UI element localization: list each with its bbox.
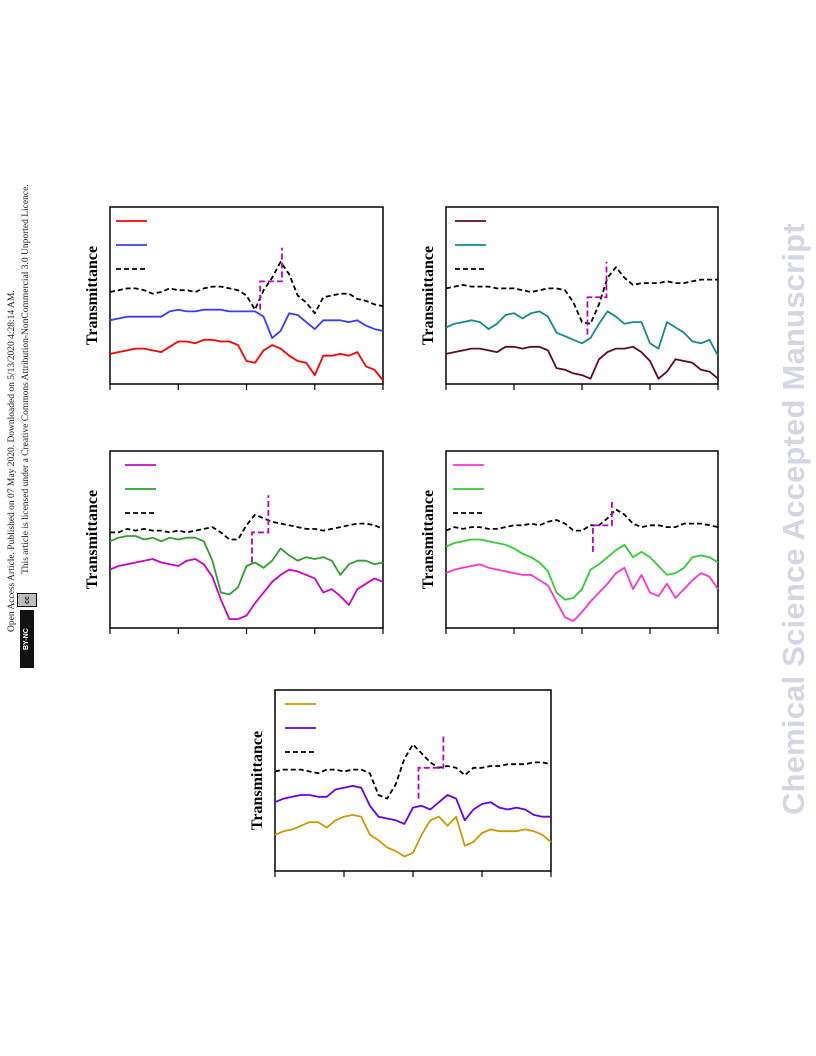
chart-panel-1: Transmittance bbox=[84, 206, 384, 390]
series-line-3 bbox=[110, 513, 384, 541]
chart-panel-4: Transmittance bbox=[420, 450, 719, 634]
band-marker bbox=[591, 498, 613, 552]
by-nc-label-box: BY-NC bbox=[20, 610, 34, 668]
plot-frame bbox=[445, 206, 719, 385]
series-line-3 bbox=[445, 508, 719, 532]
series-line-1 bbox=[109, 338, 384, 382]
plot-frame bbox=[445, 450, 719, 629]
cc-by-nc-badge[interactable]: cc BY-NC bbox=[17, 590, 37, 668]
series-line-1 bbox=[109, 558, 384, 620]
cc-logo-text: cc bbox=[23, 596, 31, 604]
plot-frame bbox=[109, 450, 384, 629]
series-line-1 bbox=[274, 814, 552, 858]
series-line-2 bbox=[109, 535, 384, 596]
open-access-notice-line2: This article is licensed under a Creativ… bbox=[21, 184, 31, 574]
series-line-3 bbox=[109, 260, 384, 315]
series-line-2 bbox=[445, 538, 719, 601]
plot-frame bbox=[274, 689, 552, 872]
manuscript-watermark: Chemical Science Accepted Manuscript bbox=[776, 223, 811, 815]
band-marker bbox=[259, 247, 283, 310]
chart-panel-2: Transmittance bbox=[420, 206, 719, 390]
y-axis-label: Transmittance bbox=[249, 731, 266, 830]
series-line-2 bbox=[274, 785, 551, 825]
y-axis-label: Transmittance bbox=[84, 246, 101, 345]
by-nc-label: BY-NC bbox=[23, 628, 30, 650]
open-access-notice-line1: Open Access Article. Published on 07 May… bbox=[7, 290, 17, 632]
chart-panel-5: Transmittance bbox=[249, 689, 552, 877]
series-line-2 bbox=[109, 308, 384, 339]
band-marker bbox=[251, 495, 270, 563]
band-marker bbox=[586, 261, 608, 335]
y-axis-label: Transmittance bbox=[420, 246, 437, 345]
y-axis-label: Transmittance bbox=[84, 490, 101, 589]
y-axis-label: Transmittance bbox=[420, 490, 437, 589]
series-line-3 bbox=[274, 743, 552, 800]
series-line-3 bbox=[445, 266, 718, 325]
series-line-2 bbox=[445, 310, 719, 357]
chart-panel-3: Transmittance bbox=[84, 450, 384, 634]
series-line-1 bbox=[445, 563, 719, 622]
series-line-1 bbox=[445, 345, 719, 380]
cc-logo-icon: cc bbox=[17, 593, 37, 607]
plot-frame bbox=[109, 206, 384, 385]
